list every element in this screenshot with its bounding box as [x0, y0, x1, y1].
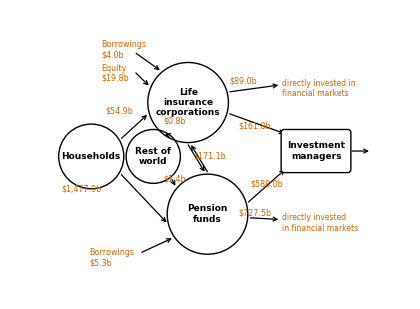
- Text: $588.0b: $588.0b: [250, 180, 283, 189]
- Text: $0.8b: $0.8b: [163, 116, 186, 125]
- Text: $1.4b: $1.4b: [163, 174, 186, 183]
- FancyBboxPatch shape: [281, 129, 351, 173]
- Text: Investment
managers: Investment managers: [287, 141, 345, 161]
- Text: directly invested in
financial markets: directly invested in financial markets: [282, 79, 355, 98]
- Text: $727.5b: $727.5b: [239, 209, 272, 218]
- Text: Equity
$19.8b: Equity $19.8b: [101, 64, 129, 83]
- Text: Borrowings
$4.0b: Borrowings $4.0b: [101, 40, 146, 60]
- Text: Pension
funds: Pension funds: [187, 205, 228, 224]
- Text: $161.8b: $161.8b: [239, 122, 271, 131]
- Text: directly invested
in financial markets: directly invested in financial markets: [282, 214, 358, 233]
- Text: $54.9b: $54.9b: [105, 107, 133, 116]
- Text: $1,477.9b: $1,477.9b: [62, 184, 102, 193]
- Text: Households: Households: [62, 152, 121, 161]
- Text: $89.0b: $89.0b: [229, 76, 257, 86]
- Text: Life
insurance
corporations: Life insurance corporations: [156, 88, 220, 117]
- Text: Rest of
world: Rest of world: [135, 147, 171, 166]
- Text: $171.1b: $171.1b: [194, 152, 226, 161]
- Text: Borrowings
$5.3b: Borrowings $5.3b: [90, 248, 135, 268]
